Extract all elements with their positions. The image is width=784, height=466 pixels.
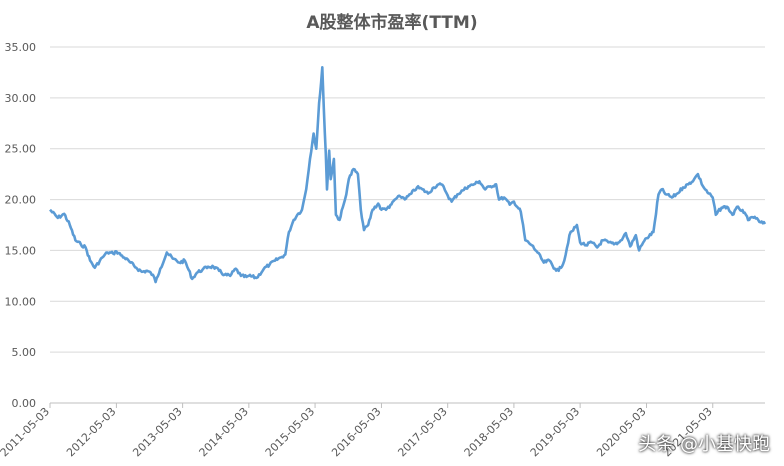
x-tick-label: 2013-05-03 [130, 405, 184, 459]
x-tick-label: 2016-05-03 [329, 405, 383, 459]
x-tick-label: 2018-05-03 [462, 405, 516, 459]
y-tick-label: 0.00 [12, 397, 37, 410]
y-tick-label: 10.00 [5, 295, 37, 308]
y-tick-label: 5.00 [12, 346, 37, 359]
y-tick-label: 35.00 [5, 41, 37, 54]
x-tick-label: 2019-05-03 [528, 405, 582, 459]
y-tick-label: 15.00 [5, 244, 37, 257]
watermark-text: 头条 @小基快跑 [638, 434, 770, 455]
x-tick-label: 2017-05-03 [395, 405, 449, 459]
x-tick-label: 2015-05-03 [263, 405, 317, 459]
y-tick-label: 20.00 [5, 194, 37, 207]
x-tick-label: 2014-05-03 [197, 405, 251, 459]
y-tick-label: 25.00 [5, 143, 37, 156]
x-tick-label: 2012-05-03 [64, 405, 118, 459]
y-tick-label: 30.00 [5, 92, 37, 105]
x-tick-label: 2011-05-03 [0, 405, 52, 459]
chart-title: A股整体市盈率(TTM) [306, 13, 478, 33]
series-line [49, 66, 767, 284]
